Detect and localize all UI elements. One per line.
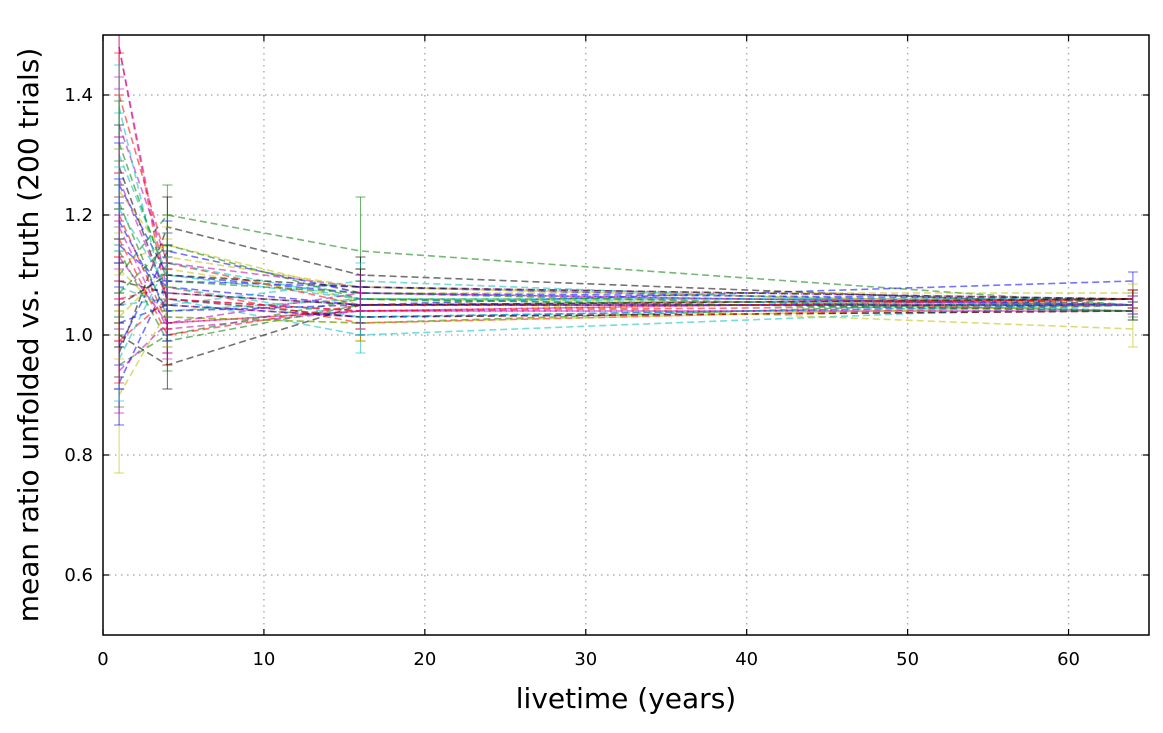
axis-ticks bbox=[102, 35, 1149, 635]
series-line bbox=[118, 256, 1133, 324]
x-tick-label: 20 bbox=[413, 649, 436, 670]
series-line bbox=[118, 304, 1133, 366]
x-tick-label: 10 bbox=[252, 649, 275, 670]
series-line bbox=[118, 268, 1133, 324]
series-line bbox=[118, 298, 1133, 342]
series-line bbox=[118, 244, 1133, 294]
series-line bbox=[118, 106, 1133, 312]
y-tick-label: 1.2 bbox=[64, 205, 93, 226]
y-tick-label: 0.6 bbox=[64, 565, 93, 586]
series-line bbox=[118, 142, 1133, 312]
x-axis-label: livetime (years) bbox=[516, 682, 736, 715]
x-tick-label: 50 bbox=[896, 649, 919, 670]
x-tick-label: 40 bbox=[735, 649, 758, 670]
x-tick-label: 60 bbox=[1057, 649, 1080, 670]
series-line bbox=[118, 244, 1133, 306]
x-tick-label: 30 bbox=[574, 649, 597, 670]
x-tick-labels: 0 10 20 30 40 50 60 bbox=[97, 649, 1080, 670]
series-group bbox=[114, 35, 1138, 474]
x-tick-label: 0 bbox=[97, 649, 108, 670]
series-line bbox=[118, 274, 1133, 306]
series-line bbox=[118, 310, 1133, 372]
series-line bbox=[118, 208, 1133, 318]
series-line bbox=[118, 214, 1133, 306]
y-tick-label: 1.4 bbox=[64, 85, 93, 106]
y-tick-label: 1.0 bbox=[64, 325, 93, 346]
y-tick-label: 0.8 bbox=[64, 445, 93, 466]
y-tick-labels: 0.6 0.8 1.0 1.2 1.4 bbox=[64, 85, 93, 586]
y-axis-label: mean ratio unfolded vs. truth (200 trial… bbox=[12, 48, 45, 623]
series-line bbox=[118, 280, 1133, 306]
series-layer bbox=[114, 35, 1138, 474]
